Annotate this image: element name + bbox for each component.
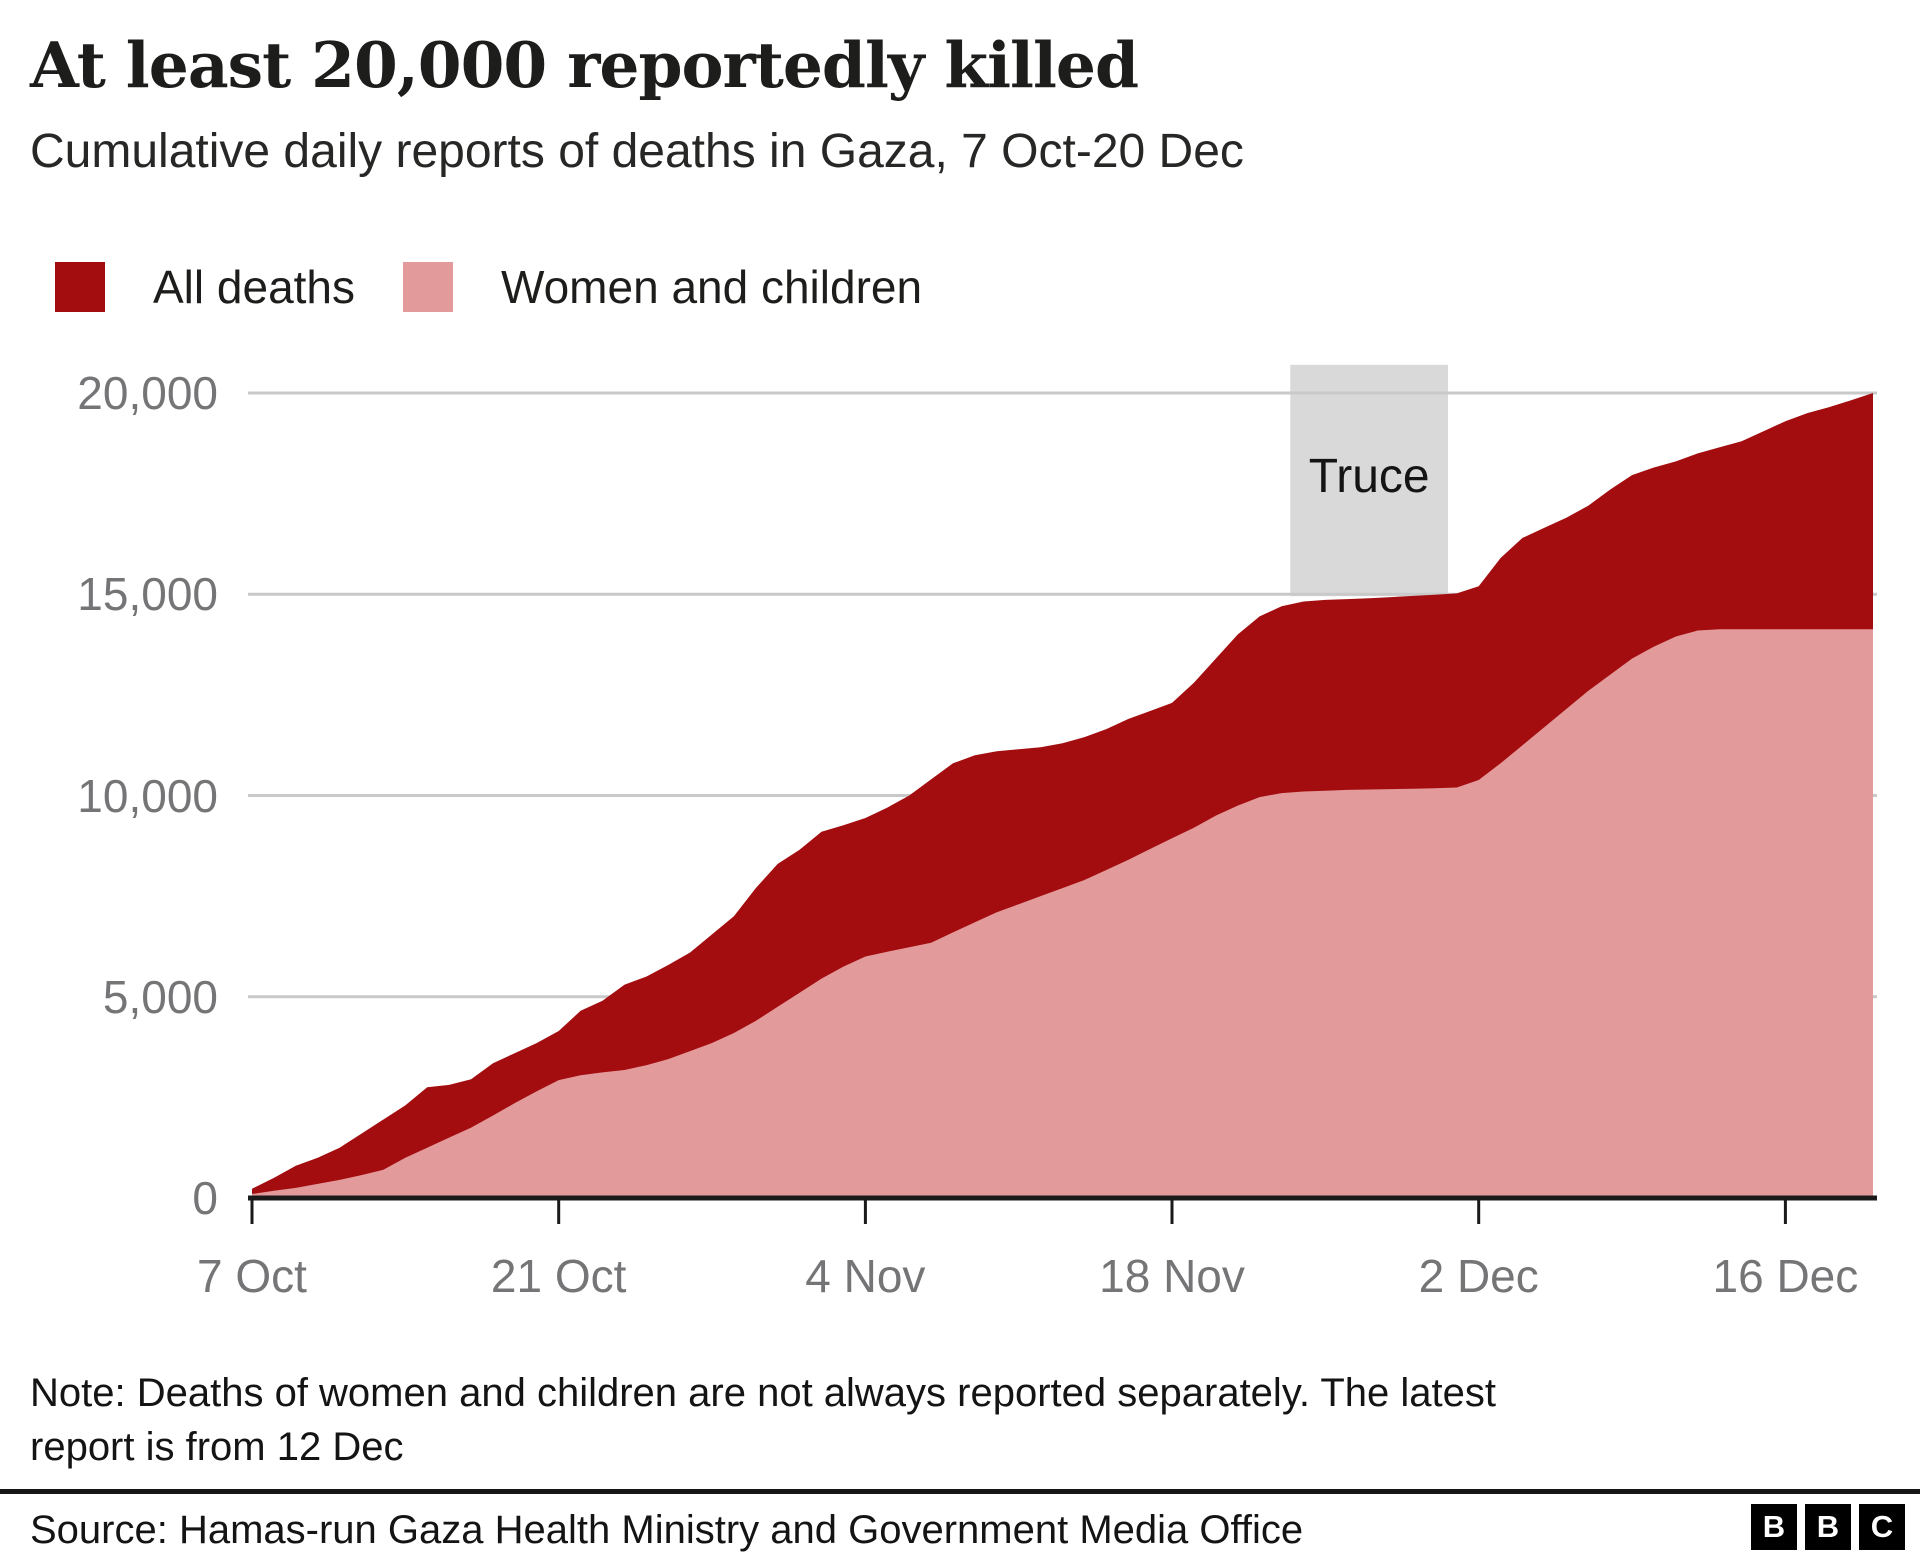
footnote-line-2: report is from 12 Dec [30,1425,404,1469]
truce-band [1290,364,1448,597]
y-axis-label-20000: 20,000 [77,367,218,419]
x-axis-label-18-Nov: 18 Nov [1099,1250,1245,1302]
x-axis-label-7-Oct: 7 Oct [197,1250,307,1302]
legend-label-all-deaths: All deaths [153,261,356,313]
bbc-logo-letter-b1: B [1751,1504,1797,1550]
y-axis-label-0: 0 [192,1172,218,1224]
legend-swatch-women-children [403,262,454,312]
bbc-logo-letter-b2: B [1805,1504,1851,1550]
x-axis-label-21-Oct: 21 Oct [490,1250,627,1302]
y-axis-label-5000: 5,000 [102,970,218,1023]
source-credit: Source: Hamas-run Gaza Health Ministry a… [30,1508,1304,1552]
legend-item-women-children: Women and children [403,260,922,314]
chart-legend: All deaths Women and children [55,260,922,314]
x-axis-label-2-Dec: 2 Dec [1418,1250,1539,1302]
y-axis-label-10000: 10,000 [77,769,218,822]
truce-annotation: Truce [1308,450,1430,503]
footnote: Note: Deaths of women and children are n… [30,1366,1496,1474]
page-title: At least 20,000 reportedly killed [30,28,1139,102]
chart-subtitle: Cumulative daily reports of deaths in Ga… [30,125,1244,178]
footer-divider [0,1489,1920,1494]
x-axis-label-16-Dec: 16 Dec [1712,1250,1859,1302]
legend-label-women-children: Women and children [501,261,923,313]
footnote-line-1: Note: Deaths of women and children are n… [30,1371,1496,1415]
y-axis-label-15000: 15,000 [77,568,218,621]
bbc-logo: B B C [1751,1504,1905,1550]
bbc-logo-letter-c: C [1859,1504,1905,1550]
area-women-and-children [252,629,1873,1198]
legend-swatch-all-deaths [55,262,105,312]
x-axis-label-4-Nov: 4 Nov [805,1250,926,1302]
